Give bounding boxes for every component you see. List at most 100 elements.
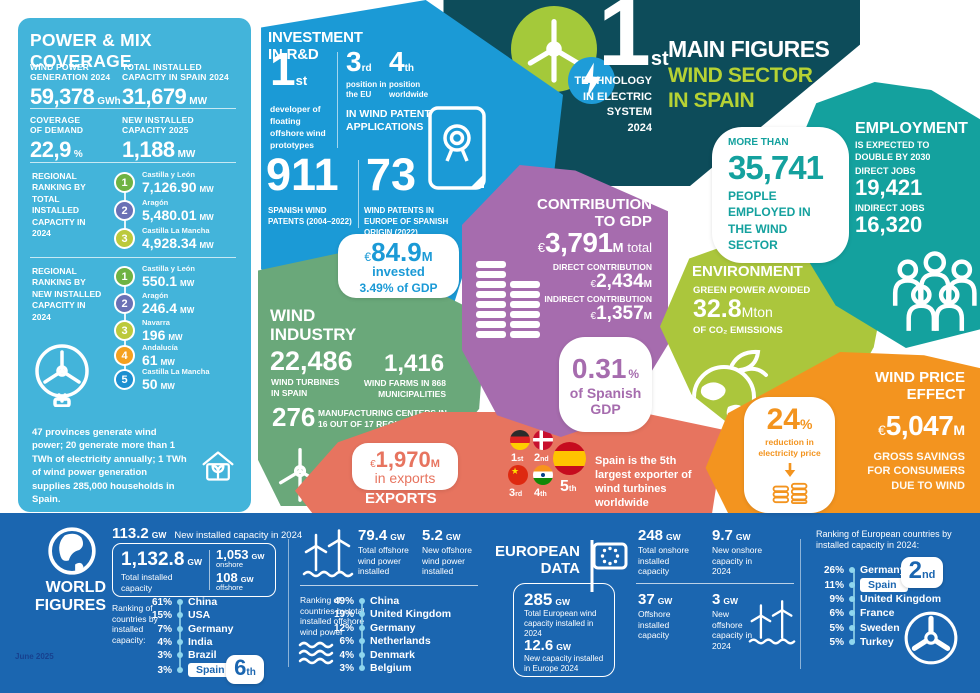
rank-dot [177, 639, 183, 645]
eu-offshore-new-value: 3 [712, 591, 721, 608]
exports-title: EXPORTS [365, 490, 437, 507]
centers-caption: MANUFACTURING CENTERS IN 16 OUT OF 17 RE… [318, 408, 447, 430]
export-rank-3: 3 [509, 487, 516, 499]
euro-ranking-label: Ranking of European countries by install… [816, 529, 952, 551]
euro-rank-row: 9% United Kingdom [829, 593, 942, 605]
euro-rank-row: 26% Germany [823, 564, 906, 576]
power-mix-panel: POWER & MIX COVERAGE WIND POWER GENERATI… [18, 18, 251, 512]
world-offshore-value: 108 [216, 570, 238, 585]
turbines-value: 22,486 [270, 346, 353, 376]
price-title: WIND PRICE EFFECT [875, 369, 965, 403]
stat-wind-generation: WIND POWER GENERATION 2024 59,378 GWh [30, 62, 121, 110]
stat-new-capacity: NEW INSTALLED CAPACITY 2025 1,188 MW [122, 115, 196, 163]
gdp-title: CONTRIBUTION TO GDP [537, 196, 652, 230]
rank-dot [359, 625, 365, 631]
lightning-icon [582, 62, 601, 99]
euro-rank-row: 5% Sweden [829, 622, 900, 634]
european-data-title: EUROPEAN DATA [495, 543, 581, 578]
flag-china-icon: ★ [508, 465, 528, 485]
rank-badge: 3 [114, 228, 135, 249]
direct-jobs-value: 19,421 [855, 175, 923, 200]
industry-title: WIND INDUSTRY [270, 306, 357, 345]
eu-onshore-new-value: 9.7 [712, 527, 733, 544]
rank-dot [359, 598, 365, 604]
euro-rank-row: 5% Turkey [829, 636, 894, 648]
rank-badge: 3 [114, 320, 135, 341]
gdp-share-card: 0.31% of Spanish GDP [559, 337, 652, 432]
wind-turbine-icon [527, 19, 581, 83]
euro-rank-row-spain: 11% Spain [818, 578, 908, 592]
rank-dot [359, 652, 365, 658]
eu-offshore-caption: Offshore installed capacity [638, 609, 671, 641]
turbines-caption: WIND TURBINES IN SPAIN [271, 377, 340, 399]
offshore-rank-row: 12% Germany [333, 622, 416, 634]
rd-fourth-caption: position worldwide [389, 80, 429, 100]
wind-power-clock-icon [35, 344, 89, 407]
gdp-total-value: 3,791 [545, 227, 613, 258]
ranking-row: 1 Castilla y León 550.1 MW [114, 264, 195, 289]
rank-dot [849, 610, 855, 616]
rank-badge: 4 [114, 345, 135, 366]
offshore-turbines-icon [748, 600, 796, 645]
rd-patents-eu-caption: WIND PATENTS IN EUROPE OF SPANISH ORIGIN… [364, 206, 449, 237]
environment-subtitle: GREEN POWER AVOIDED [693, 285, 811, 296]
eco-house-icon [202, 451, 234, 481]
employment-subtitle: IS EXPECTED TO DOUBLE BY 2030 [855, 140, 931, 162]
world-new-value: 113.2 [112, 525, 149, 542]
gdp-indirect-label: INDIRECT CONTRIBUTION [544, 294, 652, 304]
rd-first-caption: developer of floating offshore wind prot… [270, 104, 326, 150]
world-capacity-box: 1,132.8 GW Total installed capacity 1,053… [112, 543, 276, 597]
rd-fourth-number: 4 [389, 46, 405, 77]
offshore-rank-row: 6% Netherlands [339, 635, 431, 647]
globe-icon [48, 527, 96, 575]
flag-denmark-icon [533, 430, 553, 450]
indirect-jobs-label: INDIRECT JOBS [855, 203, 925, 213]
offshore-new-caption: New offshore wind power installed [422, 545, 472, 577]
world-rank-row: 15% USA [151, 609, 211, 621]
ranking-total-label: REGIONAL RANKING BY TOTAL INSTALLED CAPA… [32, 171, 86, 239]
ranking-row: 2 Aragón 5,480.01 MW [114, 198, 214, 223]
world-total-caption: Total installed capacity [121, 572, 173, 593]
subtitle-wind-sector: WIND SECTOR [668, 64, 813, 87]
rank-dot [849, 567, 855, 573]
rd-first-number: 1 [270, 43, 296, 95]
rank-badge: 1 [114, 266, 135, 287]
eu-box-new-value: 12.6 [524, 637, 554, 654]
invested-value: 84.9 [371, 237, 422, 267]
electricity-logo-circle [568, 57, 615, 104]
reduction-caption: reduction in electricity price [758, 436, 821, 458]
flag-spain-icon [553, 442, 586, 475]
date-label: June 2025 [15, 652, 54, 661]
rd-third-number: 3 [346, 46, 362, 77]
world-new-caption: New installed capacity in 2024 [174, 530, 303, 541]
ranking-new-label: REGIONAL RANKING BY NEW INSTALLED CAPACI… [32, 266, 102, 322]
rank-dot [177, 667, 183, 673]
coins-icon [772, 482, 807, 504]
offshore-rank-row: 19% United Kingdom [333, 608, 452, 620]
arrow-down-icon [784, 463, 795, 478]
export-rank-4: 4 [534, 487, 541, 499]
export-rank-2: 2 [534, 452, 541, 464]
invested-gdp-share: 3.49% of GDP [359, 281, 438, 295]
europe-capacity-box: 285 GW Total European wind capacity insta… [513, 583, 615, 677]
eu-onshore-total-value: 248 [638, 527, 664, 544]
ranking-row: 1 Castilla y León 7,126.90 MW [114, 170, 214, 195]
offshore-rank-row: 4% Denmark [339, 649, 415, 661]
offshore-rank-row: 49% China [333, 595, 400, 607]
farms-caption: WIND FARMS IN 868 MUNICIPALITIES [363, 378, 446, 400]
eu-offshore-new-caption: New offshore capacity in 2024 [712, 609, 753, 651]
savings-value: 5,047 [885, 410, 954, 441]
panel-title: POWER & MIX COVERAGE [30, 30, 152, 71]
exports-value: 1,970 [375, 447, 431, 472]
exports-value-card: €1,970 M in exports [352, 443, 458, 490]
eu-box-total-value: 285 [524, 590, 553, 609]
provinces-footnote: 47 provinces generate wind power; 20 gen… [32, 427, 187, 506]
gdp-share-value: 0.31 [571, 352, 627, 384]
world-rank-row: 4% India [157, 636, 213, 648]
environment-title: ENVIRONMENT [692, 263, 803, 280]
offshore-ranking-label: Ranking of countries by total installed … [300, 595, 365, 637]
gdp-indirect-value: 1,357 [596, 303, 644, 324]
eu-offshore-value: 37 [638, 591, 655, 608]
